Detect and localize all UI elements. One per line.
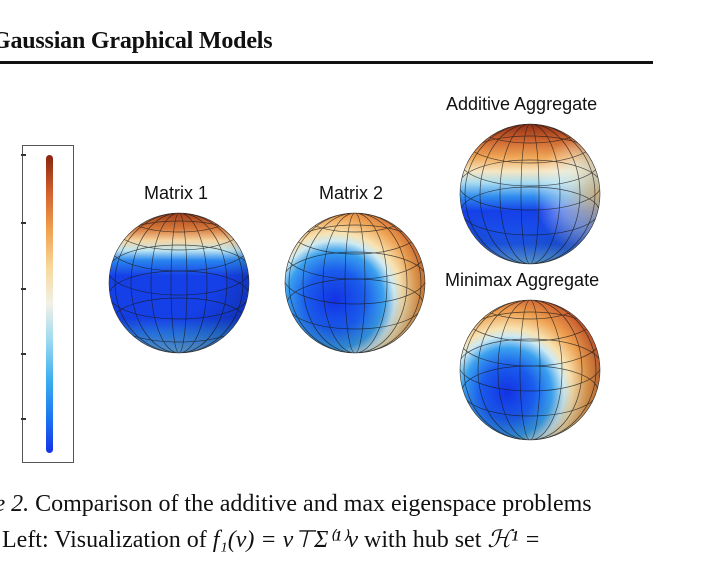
additive-aggregate-sphere <box>459 123 601 265</box>
figure-number: re 2. <box>0 491 30 517</box>
minimax-aggregate-label: Minimax Aggregate <box>445 270 600 290</box>
colorbar-tick <box>21 418 26 420</box>
matrix2-sphere <box>284 212 426 354</box>
caption-text: with hub set <box>358 527 488 553</box>
matrix1-sphere <box>108 212 250 354</box>
colorbar-gradient <box>46 155 53 453</box>
matrix1-label: Matrix 1 <box>144 183 209 203</box>
figure-caption-line-2: Left: Visualization of f₁(v) = v⊤Σ⁽¹⁾v w… <box>2 528 540 552</box>
caption-hub-set: ℋ¹ = <box>487 527 541 553</box>
caption-text: Left: Visualization of <box>2 527 213 553</box>
caption-formula: f₁(v) = v⊤Σ⁽¹⁾v <box>212 527 359 553</box>
running-header: Gaussian Graphical Models <box>0 28 273 54</box>
colorbar-tick <box>21 353 26 355</box>
header-rule <box>0 61 653 64</box>
figure-caption-line-1: re 2. Comparison of the additive and max… <box>0 492 592 516</box>
colorbar <box>21 145 74 463</box>
colorbar-tick <box>21 288 26 290</box>
colorbar-tick <box>21 154 26 156</box>
colorbar-tick <box>21 222 26 224</box>
matrix2-label: Matrix 2 <box>319 183 384 203</box>
minimax-aggregate-sphere <box>459 299 601 441</box>
additive-aggregate-label: Additive Aggregate <box>446 94 598 114</box>
caption-text: Comparison of the additive and max eigen… <box>29 491 592 517</box>
